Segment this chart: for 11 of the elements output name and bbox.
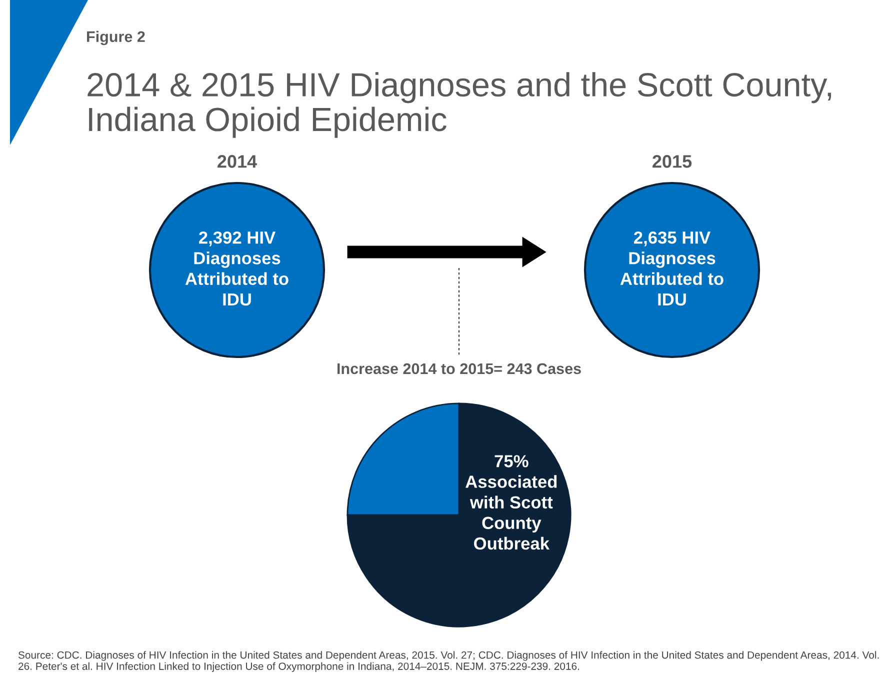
text: 2015 xyxy=(652,155,692,168)
pie-slice xyxy=(346,402,572,628)
source-note: Source: CDC. Diagnoses of HIV Infection in the United States and Dependent Areas, 2015. Vol. 27; CDC. Diagnoses of HIV Infection in the United States and Dependent Areas, 2014. Vol. 26. Peter's et al. HIV Infection Linked to Injection Use of Oxymorphone in Indiana, 2014–2015. NEJM. 375:229-239. 2016. xyxy=(18,651,879,672)
caption: Figure 2 xyxy=(87,30,145,46)
text: 2,635 HIV Diagnoses Attributed to IDU xyxy=(620,231,724,306)
text: 2014 xyxy=(218,155,257,168)
text: Increase 2014 to 2015= 243 Cases xyxy=(338,363,581,374)
slice-label: Associated with Scott County Outbreak xyxy=(466,475,557,550)
chart-title: 2014 & 2015 HIV Diagnoses and the Scott County, Indiana Opioid Epidemic xyxy=(88,72,832,138)
data-label: 75% xyxy=(494,455,528,468)
text: 2,392 HIV Diagnoses Attributed to IDU xyxy=(185,231,288,306)
